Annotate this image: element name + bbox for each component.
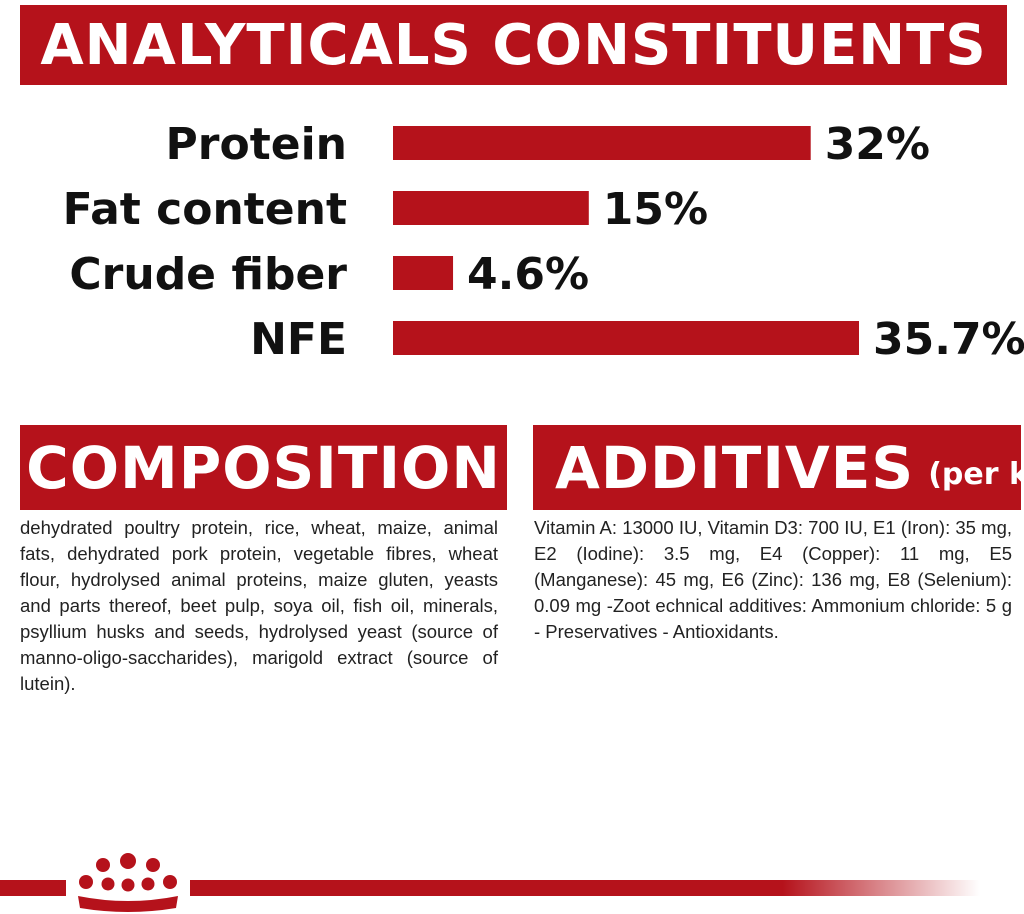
royal-crown-icon (78, 853, 178, 912)
additives-heading-text: ADDITIVES (555, 433, 915, 502)
bar-fat-content (393, 191, 589, 225)
composition-heading-text: COMPOSITION (26, 433, 501, 502)
composition-text: dehydrated poultry protein, rice, wheat,… (20, 517, 498, 694)
nutrient-bar-chart: Protein 32% Fat content 15% Crude fiber 4.6% N… (63, 119, 1024, 365)
category-label-fat-content: Fat content (63, 184, 347, 235)
bar-nfe (393, 321, 859, 355)
value-label-protein: 32% (825, 119, 930, 170)
value-label-fat-content: 15% (603, 184, 708, 235)
value-label-crude-fiber: 4.6% (467, 249, 589, 300)
analyticals-heading: ANALYTICALS CONSTITUENTS (20, 5, 1007, 85)
additives-text: Vitamin A: 13000 IU, Vitamin D3: 700 IU,… (534, 517, 1012, 642)
additives-heading: ADDITIVES (per kg) (533, 425, 1024, 510)
category-label-protein: Protein (166, 119, 347, 170)
bar-protein (393, 126, 811, 160)
value-label-nfe: 35.7% (873, 314, 1024, 365)
additives-unit: (per kg) (928, 457, 1024, 492)
footer-band (0, 853, 980, 912)
composition-heading: COMPOSITION (20, 425, 507, 510)
category-label-crude-fiber: Crude fiber (69, 249, 347, 300)
footer-stripe-right (190, 880, 980, 896)
bar-crude-fiber (393, 256, 454, 290)
analyticals-heading-text: ANALYTICALS CONSTITUENTS (40, 12, 987, 78)
category-label-nfe: NFE (250, 314, 347, 365)
footer-stripe-left (0, 880, 66, 896)
